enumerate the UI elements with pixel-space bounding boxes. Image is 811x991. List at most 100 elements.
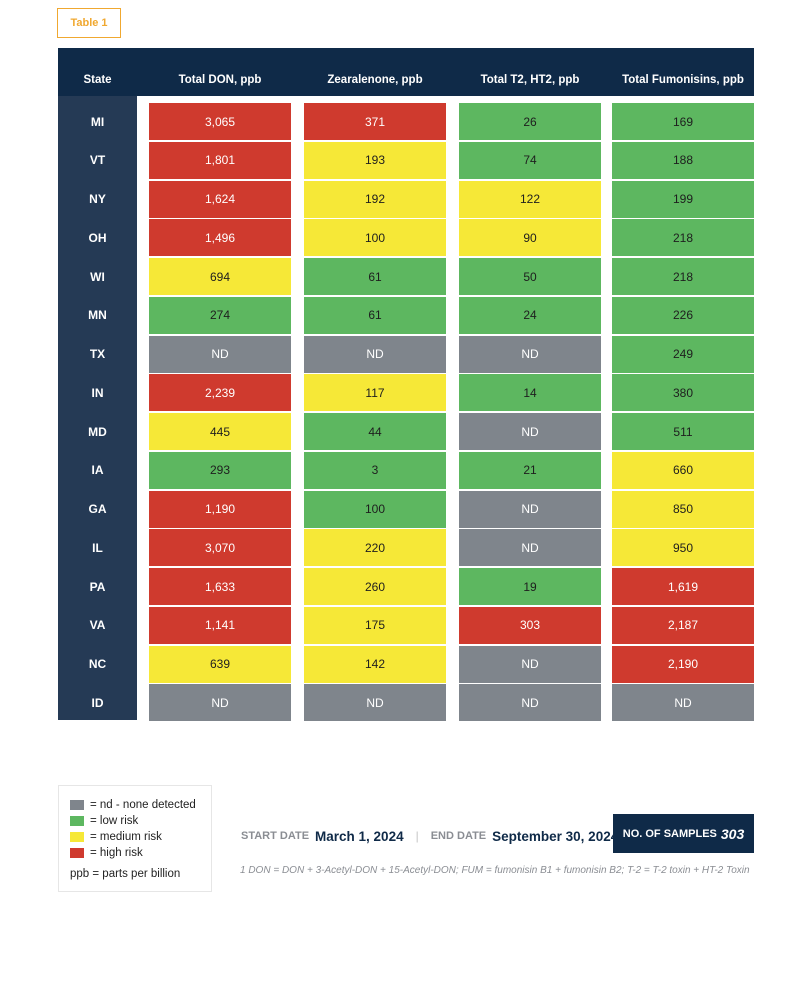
state-cell: VT	[89, 153, 106, 168]
cell-t2-ht2: 122	[459, 180, 601, 218]
date-separator: |	[415, 829, 419, 843]
cell-t2-ht2: 50	[459, 258, 601, 295]
date-range: START DATE March 1, 2024 | END DATE Sept…	[241, 826, 618, 846]
start-date-value: March 1, 2024	[315, 828, 404, 844]
cell-t2-ht2: ND	[459, 335, 601, 373]
cell-fumonisins: 188	[612, 141, 754, 179]
cell-zearalenone: 44	[304, 413, 446, 450]
cell-don: 293	[149, 451, 291, 489]
samples-badge: NO. OF SAMPLES 303	[613, 814, 754, 853]
cell-don: 1,190	[149, 490, 291, 528]
cell-zearalenone: 61	[304, 258, 446, 295]
end-date-label: END DATE	[430, 830, 487, 842]
state-cell: IL	[92, 540, 103, 555]
cell-fumonisins: 218	[612, 219, 754, 257]
legend-item: = low risk	[70, 813, 211, 829]
cell-fumonisins: 226	[612, 296, 754, 334]
cell-don: 1,496	[149, 219, 291, 257]
cell-fumonisins: 511	[612, 413, 754, 450]
cell-fumonisins: 249	[612, 335, 754, 373]
legend-swatch	[70, 848, 84, 858]
cell-zearalenone: 100	[304, 219, 446, 257]
cell-t2-ht2: ND	[459, 684, 601, 722]
cell-zearalenone: 371	[304, 103, 446, 140]
state-cell: IA	[91, 463, 104, 478]
cell-don: 1,141	[149, 606, 291, 644]
cell-fumonisins: 1,619	[612, 568, 754, 605]
footnote: 1 DON = DON + 3-Acetyl-DON + 15-Acetyl-D…	[240, 865, 750, 876]
cell-t2-ht2: 26	[459, 103, 601, 140]
state-cell: TX	[89, 347, 106, 361]
legend-swatch	[70, 816, 84, 826]
legend-label: = medium risk	[90, 831, 162, 843]
cell-zearalenone: 142	[304, 645, 446, 683]
legend-item: = nd - none detected	[70, 797, 211, 813]
header-state: State	[83, 73, 112, 86]
cell-t2-ht2: ND	[459, 645, 601, 683]
samples-label: NO. OF SAMPLES	[622, 827, 717, 840]
state-cell: IN	[91, 385, 104, 400]
state-cell: OH	[88, 230, 107, 245]
legend-swatch	[70, 832, 84, 842]
legend-item: = high risk	[70, 845, 211, 861]
cell-don: 274	[149, 296, 291, 334]
table-header: State Total DON, ppb Zearalenone, ppb To…	[58, 48, 754, 96]
state-cell: NC	[88, 657, 107, 671]
cell-t2-ht2: ND	[459, 529, 601, 567]
cell-don: 3,070	[149, 529, 291, 567]
cell-zearalenone: 175	[304, 606, 446, 644]
state-column: MI VT NY OH WI MN TX IN MD IA GA IL PA VA NC ID	[58, 96, 137, 720]
cell-t2-ht2: 19	[459, 568, 601, 605]
cell-zearalenone: 220	[304, 529, 446, 567]
header-zearalenone: Zearalenone, ppb	[327, 73, 423, 86]
cell-don: ND	[149, 335, 291, 373]
cell-zearalenone: ND	[304, 335, 446, 373]
cell-don: 3,065	[149, 103, 291, 140]
header-total-t2-ht2: Total T2, HT2, ppb	[480, 73, 580, 86]
state-cell: ID	[91, 695, 104, 710]
cell-fumonisins: 950	[612, 529, 754, 567]
cell-don: 2,239	[149, 374, 291, 412]
state-cell: WI	[90, 269, 105, 284]
cell-don: 639	[149, 645, 291, 683]
cell-zearalenone: 100	[304, 490, 446, 528]
cell-zearalenone: 192	[304, 180, 446, 218]
state-cell: NY	[89, 192, 106, 206]
legend-label: = high risk	[90, 847, 143, 859]
cell-t2-ht2: 14	[459, 374, 601, 412]
cell-zearalenone: 193	[304, 141, 446, 179]
cell-don: ND	[149, 684, 291, 722]
start-date-label: START DATE	[241, 830, 310, 842]
table-tag: Table 1	[57, 8, 121, 38]
legend-swatch	[70, 800, 84, 810]
cell-t2-ht2: 21	[459, 451, 601, 489]
cell-t2-ht2: 74	[459, 141, 601, 179]
cell-don: 694	[149, 258, 291, 295]
cell-fumonisins: 218	[612, 258, 754, 295]
header-total-don: Total DON, ppb	[178, 73, 262, 86]
state-cell: GA	[88, 502, 107, 516]
legend-note: ppb = parts per billion	[70, 868, 181, 880]
cell-don: 445	[149, 413, 291, 450]
cell-don: 1,801	[149, 141, 291, 179]
cell-fumonisins: 2,187	[612, 606, 754, 644]
legend: = nd - none detected = low risk = medium r…	[58, 785, 212, 892]
cell-zearalenone: 117	[304, 374, 446, 412]
cell-t2-ht2: 90	[459, 219, 601, 257]
state-cell: MN	[88, 308, 107, 323]
cell-fumonisins: 660	[612, 451, 754, 489]
legend-item: = medium risk	[70, 829, 211, 845]
state-cell: VA	[89, 618, 106, 633]
cell-zearalenone: ND	[304, 684, 446, 722]
state-cell: MI	[90, 114, 105, 129]
cell-fumonisins: ND	[612, 684, 754, 722]
end-date-value: September 30, 2024	[492, 828, 619, 844]
cell-t2-ht2: 303	[459, 606, 601, 644]
state-cell: MD	[88, 424, 107, 439]
cell-fumonisins: 199	[612, 180, 754, 218]
legend-label: = nd - none detected	[90, 799, 196, 811]
cell-zearalenone: 61	[304, 296, 446, 334]
cell-don: 1,624	[149, 180, 291, 218]
cell-fumonisins: 850	[612, 490, 754, 528]
state-cell: PA	[89, 579, 106, 594]
